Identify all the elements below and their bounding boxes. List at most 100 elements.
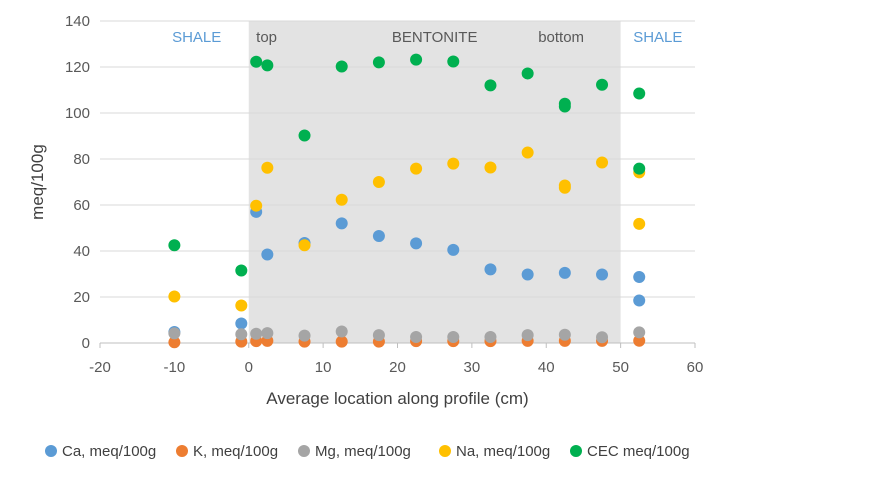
data-point	[558, 328, 571, 341]
data-point	[596, 268, 609, 281]
legend-item: K, meq/100g	[176, 443, 278, 460]
x-axis-ticks: -20 -10 0 10 20 30 40 50 60	[89, 343, 703, 376]
y-tick-label: 20	[73, 289, 90, 306]
legend-marker	[45, 445, 57, 457]
data-point	[235, 317, 248, 330]
x-tick-label: -20	[89, 359, 111, 376]
y-tick-label: 100	[65, 105, 90, 122]
y-tick-label: 40	[73, 243, 90, 260]
zone-annotation: top	[256, 29, 277, 46]
legend-item: Ca, meq/100g	[45, 443, 156, 460]
legend-item: Na, meq/100g	[439, 443, 550, 460]
x-tick-label: 30	[464, 359, 481, 376]
data-point	[484, 263, 497, 276]
data-point	[335, 60, 348, 73]
legend-label: CEC meq/100g	[587, 443, 690, 460]
data-point	[558, 100, 571, 113]
zone-annotations: SHALE top BENTONITE bottom SHALE	[172, 29, 682, 46]
x-tick-label: 40	[538, 359, 555, 376]
data-point	[335, 193, 348, 206]
data-point	[298, 129, 311, 142]
x-tick-label: 10	[315, 359, 332, 376]
data-point	[168, 239, 181, 252]
data-point	[168, 327, 181, 340]
data-point	[298, 239, 311, 252]
data-point	[633, 326, 646, 339]
data-point	[521, 268, 534, 281]
data-point	[410, 162, 423, 175]
data-point	[521, 146, 534, 159]
legend-item: Mg, meq/100g	[298, 443, 411, 460]
zone-annotation: SHALE	[633, 29, 682, 46]
data-point	[235, 264, 248, 277]
legend-label: Ca, meq/100g	[62, 443, 156, 460]
data-point	[447, 331, 460, 344]
data-point	[521, 329, 534, 342]
data-point	[250, 327, 263, 340]
data-point	[250, 199, 263, 212]
data-point	[168, 290, 181, 303]
data-point	[596, 78, 609, 91]
data-point	[235, 299, 248, 312]
data-point	[372, 230, 385, 243]
legend-marker	[439, 445, 451, 457]
y-axis-title: meq/100g	[28, 144, 47, 220]
data-point	[633, 270, 646, 283]
y-axis-ticks: 0 20 40 60 80 100 120 140	[65, 13, 90, 352]
data-point	[250, 55, 263, 68]
data-point	[633, 294, 646, 307]
data-point	[298, 329, 311, 342]
legend-marker	[298, 445, 310, 457]
data-point	[372, 329, 385, 342]
data-point	[235, 328, 248, 341]
legend-item: CEC meq/100g	[570, 443, 690, 460]
data-point	[633, 162, 646, 175]
data-point	[484, 79, 497, 92]
x-axis-title: Average location along profile (cm)	[266, 389, 528, 408]
legend-label: Mg, meq/100g	[315, 443, 411, 460]
data-point	[447, 55, 460, 68]
x-tick-label: 20	[389, 359, 406, 376]
data-point	[633, 334, 646, 347]
y-tick-label: 60	[73, 197, 90, 214]
data-point	[372, 176, 385, 188]
data-point	[372, 56, 385, 69]
legend: Ca, meq/100g K, meq/100g Mg, meq/100g Na, m…	[45, 443, 690, 460]
data-point	[168, 336, 181, 349]
x-tick-label: 60	[687, 359, 704, 376]
data-point	[558, 181, 571, 194]
shaded-bentonite-region	[248, 21, 621, 343]
y-tick-label: 80	[73, 151, 90, 168]
x-tick-label: 50	[612, 359, 629, 376]
data-point	[484, 161, 497, 174]
zone-annotation: BENTONITE	[392, 29, 478, 46]
data-point	[596, 156, 609, 169]
data-point	[410, 237, 423, 250]
data-points	[168, 53, 646, 349]
data-point	[261, 248, 274, 261]
legend-label: K, meq/100g	[193, 443, 278, 460]
data-point	[521, 67, 534, 80]
data-point	[261, 59, 274, 72]
y-tick-label: 120	[65, 59, 90, 76]
data-point	[261, 161, 274, 174]
data-point	[447, 243, 460, 256]
data-point	[410, 53, 423, 66]
data-point	[335, 335, 348, 348]
data-point	[447, 157, 460, 170]
legend-marker	[570, 445, 582, 457]
x-tick-label: -10	[164, 359, 186, 376]
legend-marker	[176, 445, 188, 457]
data-point	[558, 266, 571, 279]
data-point	[335, 325, 348, 338]
legend-label: Na, meq/100g	[456, 443, 550, 460]
data-point	[633, 217, 646, 230]
data-point	[410, 331, 423, 344]
data-point	[633, 87, 646, 100]
zone-annotation: SHALE	[172, 29, 221, 46]
zone-annotation: bottom	[538, 29, 584, 46]
data-point	[335, 217, 348, 230]
data-point	[596, 331, 609, 344]
y-tick-label: 140	[65, 13, 90, 30]
